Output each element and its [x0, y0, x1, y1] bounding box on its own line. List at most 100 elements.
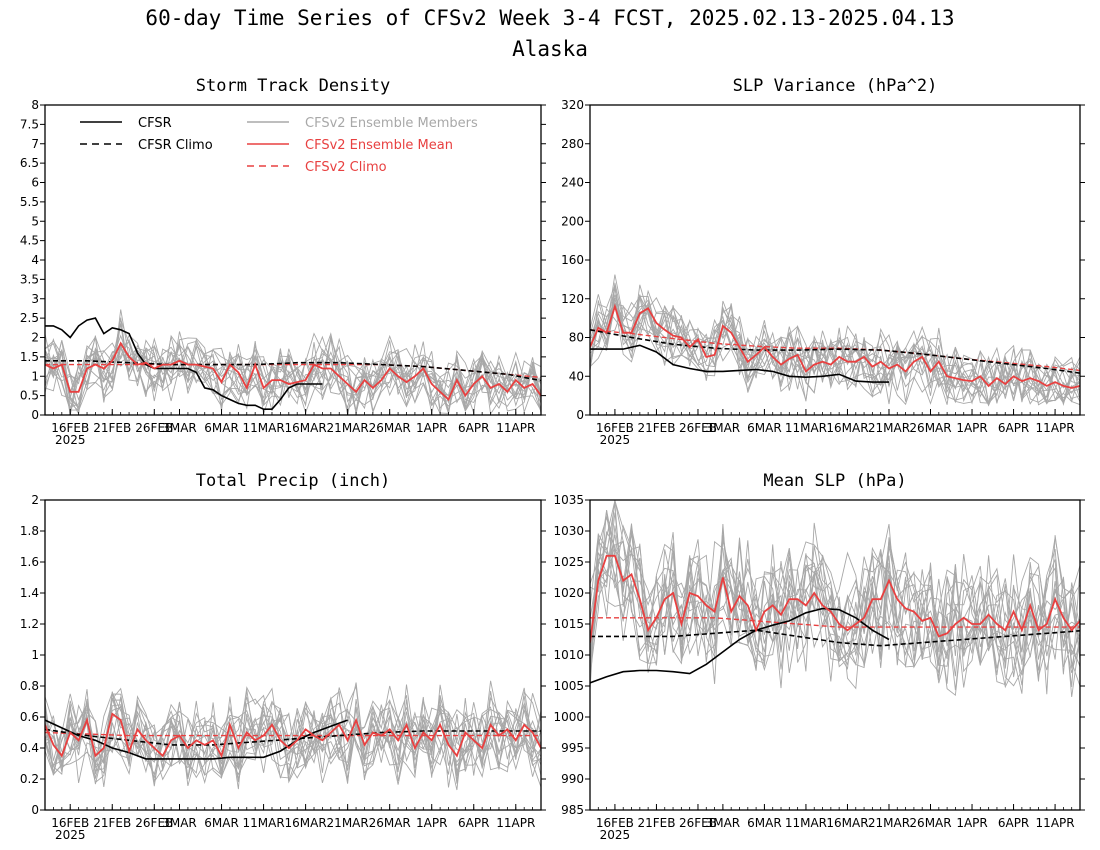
- ensemble-member-line: [590, 300, 1080, 407]
- x-tick-label: 21FEB: [93, 421, 131, 435]
- ensemble-member-line: [590, 294, 1080, 407]
- legend-label-ens-mean: CFSv2 Ensemble Mean: [305, 138, 453, 153]
- x-year-label: 2025: [600, 433, 631, 447]
- y-tick-label: 6.5: [20, 156, 39, 170]
- y-tick-label: 2: [31, 493, 39, 507]
- series-line-cfsr-climo: [590, 629, 1080, 647]
- plot-frame: [589, 104, 1081, 416]
- legend-label-cfsr-climo: CFSR Climo: [138, 138, 213, 153]
- legend: CFSR CFSR Climo CFSv2 Ensemble Members C…: [80, 116, 478, 175]
- series-line-cfsv2-ensemble-mean: [590, 554, 1080, 643]
- x-tick-label: 6APR: [458, 421, 489, 435]
- plot-data: [590, 500, 1080, 698]
- ensemble-member-line: [590, 305, 1080, 405]
- ensemble-member-line: [590, 510, 1080, 695]
- panel-storm-track-density: Storm Track Density 0 0.5 1 1.5 2 2.5 3 3.5 4 4.5 5…: [20, 76, 546, 447]
- x-tick-label: 26FEB: [135, 421, 173, 435]
- x-tick-label: 26FEB: [135, 816, 173, 830]
- y-tick-label: 2.5: [20, 311, 39, 325]
- x-tick-label: 11APR: [1036, 816, 1075, 830]
- ensemble-member-line: [45, 691, 541, 787]
- series-line-cfsv2-climo: [590, 329, 1080, 372]
- legend-label-members: CFSv2 Ensemble Members: [305, 116, 478, 131]
- ensemble-member-line: [590, 282, 1080, 406]
- x-tick-label: 16MAR: [826, 816, 868, 830]
- y-tick-label: 240: [561, 176, 584, 190]
- y-tick-label: 1.6: [20, 555, 39, 569]
- x-tick-label: 11MAR: [242, 816, 284, 830]
- ensemble-member-line: [45, 701, 541, 782]
- ensemble-member-line: [45, 686, 541, 784]
- y-tick-label: 200: [561, 214, 584, 228]
- ensemble-member-line: [45, 338, 541, 407]
- series-line-cfsr-climo: [590, 329, 1080, 374]
- series-line-cfsv2-climo: [590, 617, 1080, 628]
- panel-mean-slp: Mean SLP (hPa) 985 990 995 1000 1005 1010 1015 1…: [553, 471, 1085, 842]
- figure-title: 60-day Time Series of CFSv2 Week 3-4 FCS…: [145, 6, 954, 30]
- y-tick-label: 1025: [553, 555, 584, 569]
- x-tick-label: 26MAR: [369, 421, 411, 435]
- y-tick-label: 995: [561, 741, 584, 755]
- x-tick-label: 11APR: [1036, 421, 1075, 435]
- legend-label-cfsr: CFSR: [138, 116, 172, 131]
- y-tick-label: 985: [561, 803, 584, 817]
- y-tick-label: 0.8: [20, 679, 39, 693]
- y-tick-label: 40: [569, 369, 584, 383]
- y-tick-label: 1.4: [20, 586, 39, 600]
- y-tick-label: 160: [561, 253, 584, 267]
- x-tick-label: 6APR: [998, 421, 1029, 435]
- plot-frame: [44, 104, 542, 416]
- x-tick-label: 11MAR: [785, 421, 827, 435]
- x-tick-label: 16FEB: [51, 816, 89, 830]
- x-tick-label: 11MAR: [242, 421, 284, 435]
- x-year-label: 2025: [55, 828, 86, 842]
- ensemble-member-line: [590, 522, 1080, 688]
- x-tick-label: 21MAR: [868, 421, 910, 435]
- y-tick-label: 280: [561, 137, 584, 151]
- plot-data: [45, 680, 541, 791]
- y-tick-label: 0: [31, 803, 39, 817]
- y-tick-label: 1010: [553, 648, 584, 662]
- y-tick-label: 1.2: [20, 617, 39, 631]
- y-tick-label: 0.6: [20, 710, 39, 724]
- plot-data: [590, 274, 1080, 407]
- ensemble-member-line: [590, 515, 1080, 686]
- panel-total-precip: Total Precip (inch) 0 0.2 0.4 0.6 0.8 1 1.2 1.4 1…: [20, 471, 546, 842]
- y-tick-label: 5: [31, 214, 39, 228]
- x-tick-label: 21FEB: [93, 816, 131, 830]
- series-line-cfsr-climo: [45, 359, 541, 382]
- panel-title: Total Precip (inch): [196, 471, 390, 491]
- x-tick-label: 16MAR: [826, 421, 868, 435]
- series-line-cfsr: [590, 607, 890, 684]
- x-tick-label: 21FEB: [637, 816, 675, 830]
- ensemble-member-line: [590, 552, 1080, 689]
- y-tick-label: 1: [31, 369, 39, 383]
- panel-title: Storm Track Density: [196, 76, 390, 96]
- x-tick-label: 11MAR: [785, 816, 827, 830]
- x-tick-label: 6APR: [998, 816, 1029, 830]
- x-tick-label: 3MAR: [706, 816, 741, 830]
- ensemble-member-line: [45, 342, 541, 415]
- y-tick-label: 1030: [553, 524, 584, 538]
- x-tick-label: 21FEB: [637, 421, 675, 435]
- x-tick-label: 21MAR: [327, 421, 369, 435]
- x-year-label: 2025: [600, 828, 631, 842]
- x-year-label: 2025: [55, 433, 86, 447]
- x-tick-label: 16FEB: [596, 421, 634, 435]
- ensemble-member-line: [45, 684, 541, 785]
- x-tick-label: 16MAR: [285, 421, 327, 435]
- x-tick-label: 6MAR: [204, 816, 239, 830]
- x-tick-label: 1APR: [956, 421, 987, 435]
- legend-label-cfsv2-climo: CFSv2 Climo: [305, 160, 387, 175]
- y-tick-label: 5.5: [20, 195, 39, 209]
- series-line-cfsv2-ensemble-mean: [590, 303, 1080, 389]
- panel-title: Mean SLP (hPa): [763, 471, 906, 491]
- y-tick-label: 6: [31, 176, 39, 190]
- x-tick-label: 26FEB: [679, 421, 717, 435]
- ensemble-member-line: [45, 682, 541, 780]
- x-tick-label: 3MAR: [162, 421, 197, 435]
- ensemble-member-line: [590, 509, 1080, 688]
- ensemble-member-line: [590, 295, 1080, 406]
- series-line-cfsv2-ensemble-mean: [45, 712, 541, 759]
